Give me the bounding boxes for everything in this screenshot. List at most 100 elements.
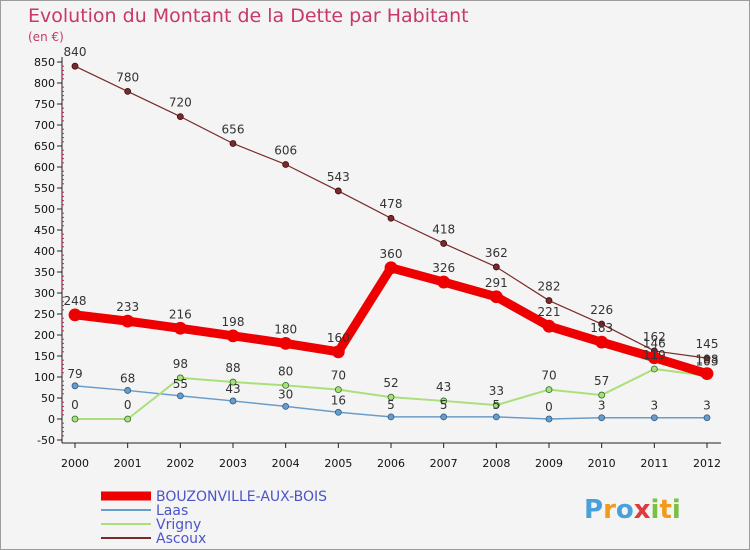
data-label: 183 xyxy=(590,321,613,335)
data-point xyxy=(229,140,237,147)
data-label: 5 xyxy=(387,398,395,412)
data-label: 0 xyxy=(124,398,132,412)
data-point xyxy=(334,408,342,416)
x-tick-label: 2002 xyxy=(166,457,194,470)
data-point xyxy=(176,392,184,400)
chart-title: Evolution du Montant de la Dette par Hab… xyxy=(28,5,469,27)
data-point xyxy=(71,382,79,390)
data-label: 55 xyxy=(173,377,188,391)
data-label: 145 xyxy=(696,337,719,351)
data-label: 160 xyxy=(327,331,350,345)
data-point xyxy=(387,393,395,401)
data-label: 52 xyxy=(383,376,398,390)
data-point xyxy=(647,351,661,365)
data-point xyxy=(384,261,398,275)
x-tick-label: 2009 xyxy=(535,457,563,470)
y-tick-label: -50 xyxy=(37,434,55,447)
data-point xyxy=(387,413,395,421)
data-point xyxy=(71,415,79,423)
y-tick-label: 450 xyxy=(34,224,55,237)
data-point xyxy=(176,374,184,382)
data-label: 543 xyxy=(327,170,350,184)
data-label: 88 xyxy=(225,361,240,375)
data-point xyxy=(71,62,79,70)
data-point xyxy=(437,275,451,289)
data-label: 780 xyxy=(116,70,139,84)
data-point xyxy=(545,297,553,304)
y-tick-label: 850 xyxy=(34,56,55,69)
data-point xyxy=(492,263,500,271)
data-point xyxy=(440,240,448,247)
data-point xyxy=(387,214,395,222)
x-tick-label: 2001 xyxy=(114,457,142,470)
data-label: 43 xyxy=(436,380,451,394)
data-label: 57 xyxy=(594,374,609,388)
data-point xyxy=(334,386,342,394)
data-label: 326 xyxy=(432,261,455,275)
data-point xyxy=(282,402,290,410)
y-tick-label: 200 xyxy=(34,329,55,342)
x-tick-label: 2005 xyxy=(324,457,352,470)
y-tick-label: 700 xyxy=(34,119,55,132)
y-tick-label: 300 xyxy=(34,287,55,300)
data-label: 80 xyxy=(278,364,293,378)
data-point xyxy=(545,386,553,394)
data-label: 216 xyxy=(169,307,192,321)
x-tick-label: 2004 xyxy=(272,457,300,470)
data-point xyxy=(124,415,132,423)
data-point xyxy=(598,320,606,328)
y-tick-label: 550 xyxy=(34,182,55,195)
data-label: 720 xyxy=(169,96,192,110)
data-label: 5 xyxy=(493,398,501,412)
x-tick-label: 2011 xyxy=(640,457,668,470)
y-tick-label: 600 xyxy=(34,161,55,174)
data-point xyxy=(703,414,711,422)
x-tick-label: 2008 xyxy=(482,457,510,470)
data-label: 0 xyxy=(71,398,79,412)
data-point xyxy=(595,335,609,349)
data-label: 418 xyxy=(432,222,455,236)
data-label: 103 xyxy=(696,355,719,369)
data-label: 360 xyxy=(380,247,403,261)
data-point xyxy=(598,391,606,399)
data-label: 840 xyxy=(64,45,87,59)
data-point xyxy=(545,415,553,423)
data-point xyxy=(440,413,448,421)
data-label: 233 xyxy=(116,300,139,314)
data-point xyxy=(492,401,500,409)
data-label: 248 xyxy=(64,294,87,308)
data-label: 98 xyxy=(173,357,188,371)
y-tick-label: 800 xyxy=(34,77,55,90)
data-label: 79 xyxy=(67,367,82,381)
y-tick-label: 150 xyxy=(34,350,55,363)
data-label: 478 xyxy=(380,197,403,211)
data-point xyxy=(176,113,184,120)
legend-label-1: Laas xyxy=(156,503,188,519)
data-point xyxy=(700,367,714,381)
data-label: 70 xyxy=(331,369,346,383)
data-label: 3 xyxy=(598,399,606,413)
legend-label-0: BOUZONVILLE-AUX-BOIS xyxy=(156,489,327,505)
data-label: 119 xyxy=(643,348,666,362)
data-label: 606 xyxy=(274,143,297,157)
data-point xyxy=(440,397,448,405)
data-label: 362 xyxy=(485,246,508,260)
data-point xyxy=(68,308,82,322)
x-tick-label: 2007 xyxy=(430,457,458,470)
data-point xyxy=(282,381,290,389)
data-label: 5 xyxy=(440,398,448,412)
data-label: 656 xyxy=(222,122,245,136)
data-point xyxy=(334,187,342,195)
legend-label-3: Ascoux xyxy=(156,531,206,547)
data-label: 162 xyxy=(643,330,666,344)
legend-label-2: Vrigny xyxy=(156,517,201,533)
data-point xyxy=(279,336,293,350)
y-tick-label: 50 xyxy=(41,392,55,405)
x-tick-label: 2010 xyxy=(588,457,616,470)
data-point xyxy=(121,314,135,328)
data-point xyxy=(229,378,237,386)
y-tick-label: 750 xyxy=(34,98,55,111)
data-point xyxy=(492,413,500,421)
data-point xyxy=(542,319,556,333)
